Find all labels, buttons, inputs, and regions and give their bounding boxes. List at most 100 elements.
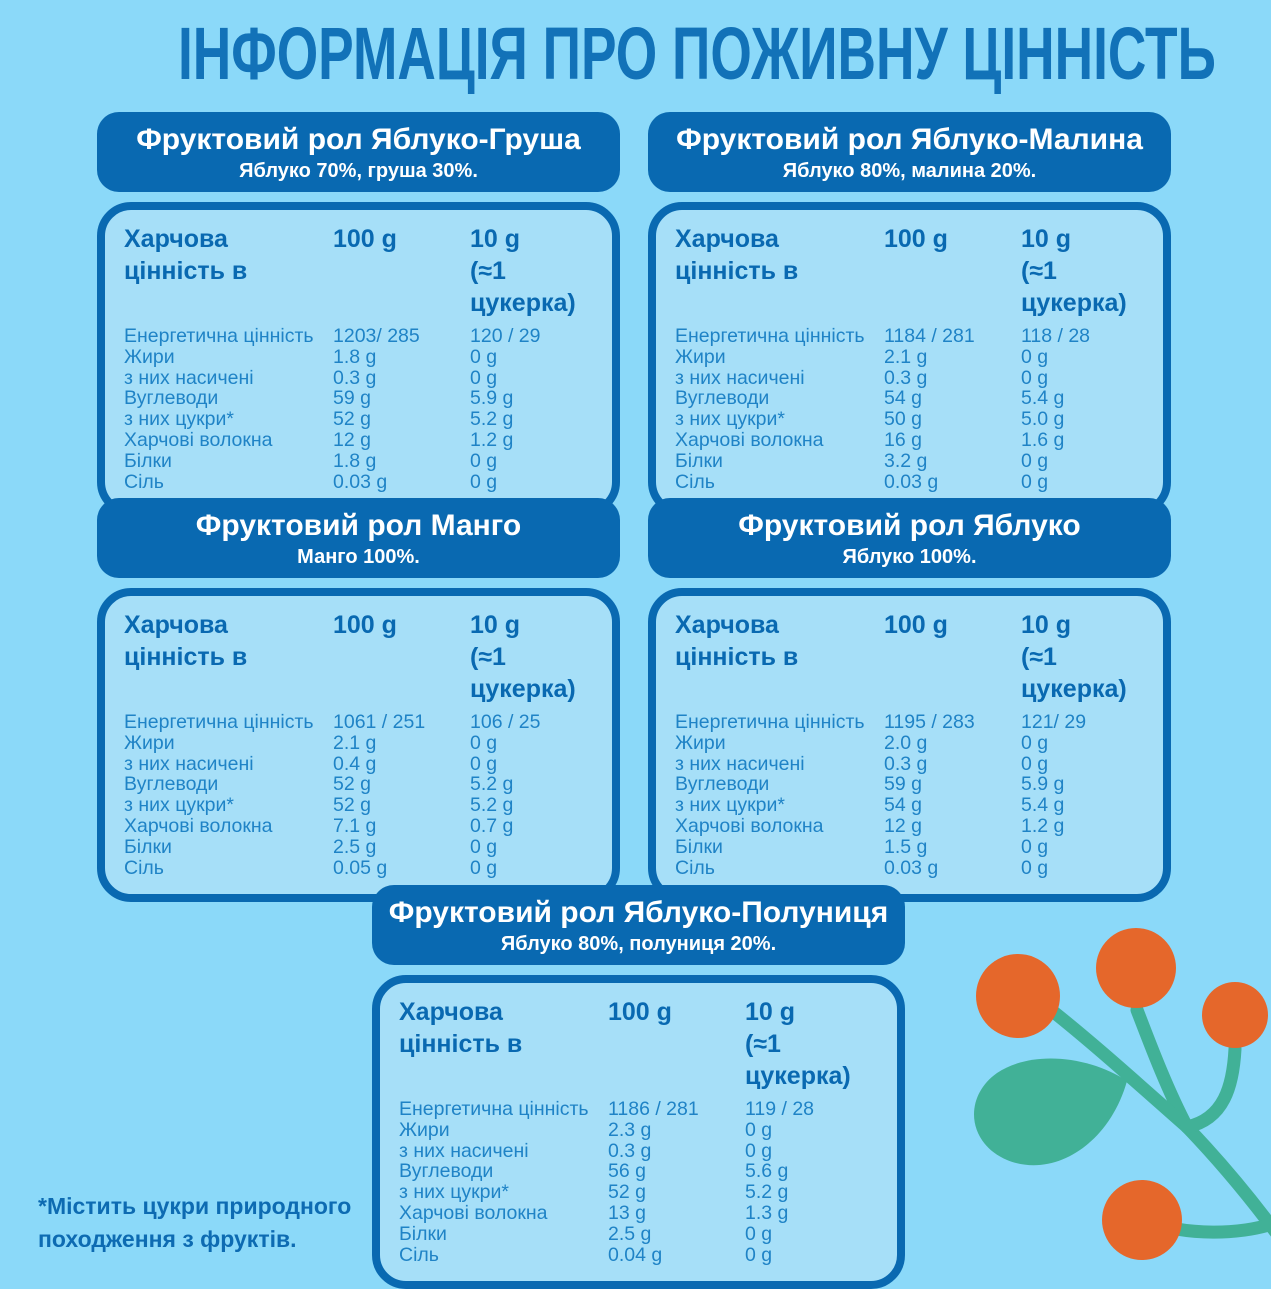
nutrient-label: з них насичені (399, 1139, 529, 1162)
value-10g: 121/ 29 (1021, 711, 1087, 733)
value-100g: 1.8 g (333, 449, 377, 472)
value-100g: 7.1 g (333, 814, 377, 837)
value-10g: 0 g (470, 470, 498, 493)
value-100g: 1061 / 251 (333, 711, 426, 733)
product-composition: Яблуко 70%, груша 30%. (239, 160, 478, 182)
nutrition-row: Енергетична цінність 1184 / 281 118 / 28 (675, 326, 1155, 347)
nutrition-row: Білки 2.5 g 0 g (124, 835, 604, 858)
col1-line2: цінність в (399, 1030, 523, 1058)
value-10g: 0 g (470, 856, 498, 879)
col-nutrition-label: Харчова цінність в (124, 609, 333, 705)
sugars-footnote: *Містить цукри природного походження з ф… (38, 1190, 351, 1256)
col-10g-label: 10 g (≈1 цукерка) (1021, 223, 1155, 319)
value-100g: 2.3 g (608, 1118, 652, 1141)
table-head: Харчова цінність в 100 g 10 g (≈1 цукерка) (399, 996, 889, 1092)
value-100g: 2.1 g (884, 345, 928, 368)
nutrition-table: Харчова цінність в 100 g 10 g (≈1 цукерка)… (372, 975, 905, 1289)
value-10g: 5.9 g (1021, 773, 1065, 796)
nutrition-table: Харчова цінність в 100 g 10 g (≈1 цукерка)… (648, 588, 1171, 903)
nutrition-row: Жири 1.8 g 0 g (124, 345, 604, 368)
col-10g-label: 10 g (≈1 цукерка) (1021, 609, 1155, 705)
nutrition-row: Вуглеводи 59 g 5.9 g (675, 774, 1155, 795)
nutrition-row: Вуглеводи 52 g 5.2 g (124, 774, 604, 795)
nutrition-row: з них цукри* 50 g 5.0 g (675, 409, 1155, 430)
nutrition-row: Жири 2.0 g 0 g (675, 732, 1155, 754)
col3-line2: (≈1 цукерка) (745, 1030, 851, 1090)
berries-icon (976, 928, 1268, 1260)
col-100g-label: 100 g (884, 611, 948, 639)
nutrition-row: Вуглеводи 54 g 5.4 g (675, 388, 1155, 409)
nutrition-row: Сіль 0.03 g 0 g (124, 470, 604, 493)
value-100g: 52 g (333, 408, 371, 431)
value-10g: 120 / 29 (470, 325, 541, 347)
col3-line1: 10 g (470, 611, 521, 639)
nutrition-row: Харчові волокна 12 g 1.2 g (675, 816, 1155, 837)
nutrient-label: Харчові волокна (124, 428, 273, 451)
value-100g: 2.1 g (333, 731, 377, 754)
col3-line1: 10 g (470, 225, 521, 253)
value-100g: 52 g (608, 1181, 646, 1204)
value-100g: 0.3 g (884, 752, 928, 775)
nutrient-label: з них насичені (124, 366, 254, 389)
nutrition-row: з них насичені 0.3 g 0 g (675, 752, 1155, 775)
product-composition: Яблуко 100%. (842, 546, 977, 568)
value-100g: 2.5 g (333, 835, 377, 858)
value-10g: 5.9 g (470, 387, 514, 410)
table-rows: Енергетична цінність 1195 / 283 121/ 29 Жир… (675, 712, 1155, 878)
nutrient-label: Жири (124, 345, 175, 368)
berry-icon (1102, 1180, 1182, 1260)
value-10g: 118 / 28 (1021, 325, 1091, 347)
product-composition: Яблуко 80%, полуниця 20%. (500, 933, 777, 955)
nutrient-label: Сіль (675, 856, 715, 879)
nutrient-label: Харчові волокна (675, 814, 824, 837)
value-100g: 2.5 g (608, 1222, 652, 1245)
product-header: Фруктовий рол Манго Манго 100%. (97, 498, 620, 578)
nutrition-row: Сіль 0.03 g 0 g (675, 470, 1155, 493)
col1-line2: цінність в (675, 643, 799, 671)
value-10g: 5.2 g (745, 1181, 789, 1204)
panel-apple-raspberry: Фруктовий рол Яблуко-Малина Яблуко 80%, … (648, 112, 1171, 517)
nutrition-row: Сіль 0.05 g 0 g (124, 856, 604, 879)
table-rows: Енергетична цінність 1186 / 281 119 / 28 Жи… (399, 1099, 889, 1265)
col1-line1: Харчова (675, 611, 779, 639)
nutrient-label: Вуглеводи (124, 387, 219, 410)
nutrition-row: Харчові волокна 7.1 g 0.7 g (124, 816, 604, 837)
value-100g: 1.8 g (333, 345, 377, 368)
value-10g: 5.6 g (745, 1160, 789, 1183)
value-10g: 106 / 25 (470, 711, 541, 733)
branch-stems-icon (1039, 999, 1271, 1239)
col-100g-label: 100 g (884, 225, 948, 253)
value-100g: 0.03 g (884, 856, 939, 879)
nutrition-row: з них насичені 0.3 g 0 g (399, 1139, 889, 1162)
value-10g: 0 g (1021, 856, 1049, 879)
value-100g: 1195 / 283 (884, 711, 975, 733)
nutrient-label: з них цукри* (675, 794, 785, 817)
nutrient-label: Білки (124, 449, 172, 472)
nutrient-label: Білки (399, 1222, 447, 1245)
nutrient-label: Енергетична цінність (124, 325, 314, 347)
value-100g: 52 g (333, 794, 371, 817)
col-10g-label: 10 g (≈1 цукерка) (745, 996, 889, 1092)
product-name: Фруктовий рол Яблуко (738, 509, 1081, 542)
value-10g: 0 g (470, 449, 498, 472)
nutrition-row: Вуглеводи 56 g 5.6 g (399, 1161, 889, 1182)
panel-apple: Фруктовий рол Яблуко Яблуко 100%. Харчов… (648, 498, 1171, 903)
nutrient-label: Сіль (675, 470, 715, 493)
nutrition-row: Енергетична цінність 1203/ 285 120 / 29 (124, 326, 604, 347)
value-10g: 0.7 g (470, 814, 514, 837)
value-100g: 1186 / 281 (608, 1098, 699, 1120)
value-100g: 3.2 g (884, 449, 928, 472)
value-100g: 12 g (333, 428, 371, 451)
value-10g: 0 g (470, 752, 498, 775)
value-10g: 0 g (745, 1222, 773, 1245)
berry-icon (1096, 928, 1176, 1008)
value-10g: 1.3 g (745, 1201, 789, 1224)
value-100g: 0.03 g (333, 470, 388, 493)
nutrient-label: з них цукри* (124, 408, 234, 431)
nutrition-row: Білки 2.5 g 0 g (399, 1222, 889, 1245)
nutrition-row: Білки 3.2 g 0 g (675, 449, 1155, 472)
nutrition-row: з них цукри* 52 g 5.2 g (124, 795, 604, 816)
nutrient-label: з них насичені (675, 366, 805, 389)
value-10g: 0 g (745, 1243, 773, 1266)
value-100g: 1184 / 281 (884, 325, 975, 347)
